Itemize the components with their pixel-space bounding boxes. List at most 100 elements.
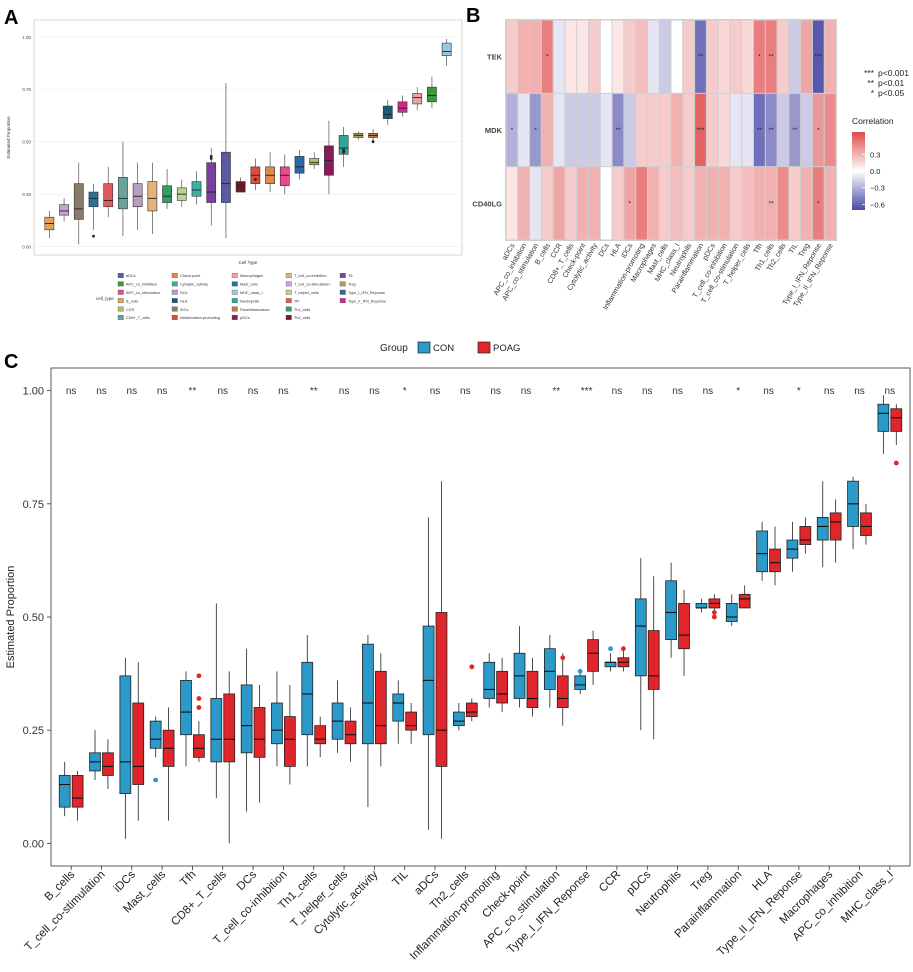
- panel-b-cell: [777, 93, 789, 167]
- panel-a-outlier: [342, 150, 346, 154]
- panel-b-cell: [600, 93, 612, 167]
- panel-a-box: [382, 105, 393, 119]
- panel-b-colorbar-label: 0.0: [870, 167, 880, 176]
- panel-b-star: *: [511, 127, 514, 134]
- panel-b-cell: [506, 20, 518, 93]
- panel-c-box: [180, 679, 192, 736]
- panel-b-cell: [518, 167, 530, 240]
- panel-b-cell: [706, 167, 718, 240]
- panel-c-xtick: iDCs: [112, 868, 138, 894]
- panel-a-legend-label: pDCs: [240, 316, 250, 320]
- panel-c-significance: ns: [278, 386, 289, 397]
- panel-b-cell: [742, 93, 753, 167]
- panel-b-cell: [683, 167, 695, 240]
- panel-c-outlier: [196, 705, 202, 710]
- panel-a-legend-swatch: [117, 306, 124, 312]
- panel-b-cell: [671, 167, 683, 240]
- panel-a-legend-swatch: [231, 273, 238, 278]
- panel-b-cell: [565, 20, 577, 93]
- panel-a-box: [441, 42, 452, 56]
- panel-c-outlier: [621, 646, 626, 652]
- panel-b-cell: [789, 167, 801, 240]
- panel-b-cell: [624, 167, 636, 240]
- panel-c-ytick: 0.75: [23, 499, 44, 511]
- panel-a-box: [338, 135, 349, 155]
- panel-c-significance: ***: [581, 386, 593, 397]
- panel-a-box: [279, 166, 290, 187]
- panel-a-legend-swatch: [339, 281, 346, 287]
- panel-a-legend-label: Parainflammation: [240, 308, 270, 312]
- panel-c-outlier: [711, 614, 717, 620]
- panel-c-box: [453, 711, 465, 727]
- panel-b-star: **: [757, 127, 763, 134]
- panel-b-cell: [730, 93, 742, 167]
- panel-c-box: [756, 530, 768, 573]
- panel-label-c: C: [4, 351, 18, 373]
- panel-c-box: [465, 702, 478, 718]
- panel-a-legend-label: Neutrophils: [240, 299, 259, 303]
- panel-a-box: [147, 181, 158, 212]
- panel-c-ytick: 1.00: [23, 386, 44, 398]
- panel-b-cell: [600, 20, 612, 93]
- panel-b-cell: [577, 93, 588, 167]
- panel-c-significance: **: [552, 386, 560, 397]
- panel-c-significance: ns: [490, 386, 501, 397]
- panel-c-box: [738, 593, 751, 609]
- panel-c-significance: ns: [127, 386, 138, 397]
- panel-b-cell: [541, 20, 553, 93]
- panel-b-col-label: Tfh: [751, 242, 764, 255]
- panel-b-sig-label: p<0.001: [878, 68, 909, 78]
- panel-a-legend-label: iDCs: [180, 308, 188, 312]
- panel-a-legend-swatch: [117, 273, 124, 278]
- panel-c-box: [119, 675, 132, 794]
- panel-c-box: [483, 661, 496, 699]
- panel-a-boxplot: 0.00 0.25 0.50 0.75 1.00 Estimated Proportion…: [6, 19, 463, 320]
- panel-c-legend-title: Group: [380, 343, 408, 354]
- panel-c-ytick: 0.00: [23, 838, 44, 850]
- panel-c-significance: ns: [642, 386, 653, 397]
- panel-b-colorbar-label: −0.3: [870, 184, 885, 193]
- panel-b-cell: [812, 167, 824, 240]
- panel-c-xtick: Tfh: [178, 869, 198, 889]
- panel-c-box: [860, 512, 872, 536]
- panel-c-box: [587, 639, 599, 672]
- panel-a-legend-label: APC_co_inhibition: [126, 283, 157, 287]
- panel-c-significance: ns: [521, 386, 532, 397]
- panel-c-significance: *: [403, 386, 407, 397]
- panel-b-cell: [589, 93, 600, 167]
- panel-c-legend-label: POAG: [493, 343, 520, 354]
- panel-c-significance: ns: [430, 386, 441, 397]
- panel-a-legend-label: DCs: [180, 291, 187, 295]
- panel-a-legend-swatch: [231, 281, 238, 287]
- panel-b-cell: [824, 167, 836, 240]
- panel-b-cell: [553, 93, 565, 167]
- panel-b-cell: [518, 20, 530, 93]
- panel-b-cell: [647, 167, 659, 240]
- panel-a-ytick: 1.00: [22, 35, 31, 40]
- panel-b-cell: [565, 167, 577, 240]
- panel-b-cell: [824, 93, 836, 167]
- panel-b-cell: [754, 167, 765, 240]
- panel-c-significance: ns: [824, 386, 835, 397]
- panel-a-legend-label: MHC_class_I: [240, 291, 263, 295]
- panel-a-legend-label: Check-point: [180, 274, 201, 278]
- panel-a-box: [73, 183, 84, 220]
- panel-c-significance: ns: [369, 386, 380, 397]
- panel-b-star: ***: [697, 127, 705, 134]
- panel-a-box: [294, 156, 305, 174]
- panel-b-cell: [777, 20, 789, 93]
- panel-a-legend-label: Macrophages: [240, 274, 263, 278]
- panel-c-box: [271, 702, 283, 745]
- panel-a-legend-swatch: [231, 298, 238, 304]
- panel-b-cell: [706, 20, 718, 93]
- panel-b-cell: [789, 20, 801, 93]
- panel-c-outlier: [711, 610, 717, 615]
- panel-b-colorbar-label: 0.3: [870, 150, 880, 159]
- panel-c-box: [132, 702, 145, 785]
- panel-a-outlier: [342, 148, 346, 152]
- panel-a-outlier: [209, 157, 213, 160]
- panel-label-b: B: [466, 5, 480, 27]
- panel-b-cell: [671, 93, 683, 167]
- panel-c-significance: *: [736, 386, 740, 397]
- panel-a-legend-swatch: [117, 298, 124, 304]
